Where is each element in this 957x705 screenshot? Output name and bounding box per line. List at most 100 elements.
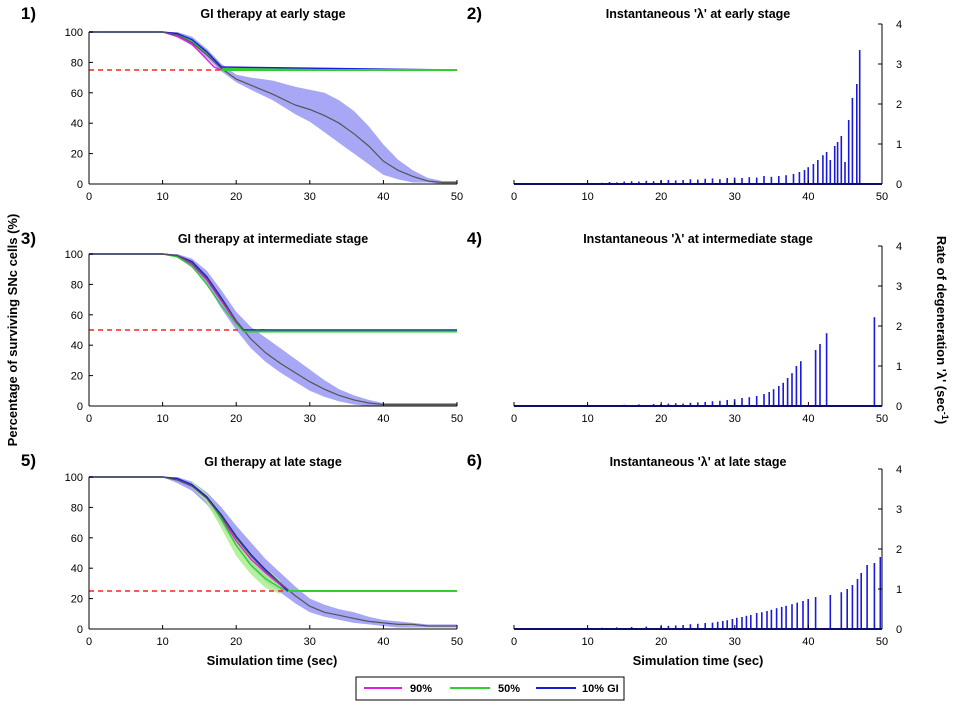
y-tick-label-3-1: 20	[71, 371, 83, 383]
lambda-bar-2-36	[833, 146, 836, 184]
x-axis-label-left: Simulation time (sec)	[207, 653, 338, 668]
panel-4: 4) Instantaneous 'λ' at intermediate stag…	[467, 229, 902, 425]
lambda-bar-6-19	[745, 615, 748, 629]
lambda-bar-2-30	[807, 167, 809, 184]
lambda-bar-6-27	[785, 605, 787, 629]
y-tick-label-2-1: 1	[896, 139, 902, 151]
x-tick-label-1-5: 50	[451, 191, 463, 203]
lambda-bar-6-34	[840, 592, 843, 629]
panel-label-3: 3)	[21, 229, 36, 248]
x-axis-label-right: Simulation time (sec)	[633, 653, 764, 668]
lambda-bar-6-29	[796, 602, 798, 629]
series-line-1-1	[89, 31, 458, 71]
x-tick-label-3-2: 20	[230, 413, 242, 425]
lambda-bar-2-18	[726, 178, 728, 184]
lambda-bar-2-15	[704, 178, 706, 184]
y-tick-label-2-2: 2	[896, 99, 902, 111]
y-tick-label-5-1: 20	[71, 594, 83, 606]
x-tick-label-5-2: 20	[230, 636, 242, 648]
lambda-bar-4-24	[786, 378, 789, 406]
lambda-bar-6-4	[645, 626, 648, 629]
x-tick-label-4-3: 30	[729, 413, 741, 425]
lambda-bar-6-6	[667, 625, 670, 629]
lambda-bar-2-24	[770, 176, 773, 184]
y-tick-label-2-4: 4	[896, 19, 902, 31]
y-tick-label-2-3: 3	[896, 59, 902, 71]
lambda-bar-2-38	[840, 136, 843, 184]
y-tick-label-1-3: 60	[71, 88, 83, 100]
panel-title-2: Instantaneous 'λ' at early stage	[606, 7, 791, 21]
panel-label-6: 6)	[467, 451, 482, 470]
y-tick-label-1-2: 40	[71, 118, 83, 130]
sd-band-1	[89, 32, 457, 184]
panel-title-3: GI therapy at intermediate stage	[178, 232, 368, 246]
y-tick-label-3-3: 60	[71, 310, 83, 322]
lambda-bar-2-35	[829, 160, 832, 184]
lambda-bar-6-22	[761, 612, 763, 629]
x-tick-label-2-3: 30	[729, 191, 741, 203]
lambda-bar-2-23	[763, 176, 765, 184]
series-line-3-0	[89, 253, 457, 333]
y-tick-label-4-3: 3	[896, 281, 902, 293]
x-tick-label-2-4: 40	[802, 191, 814, 203]
x-tick-label-3-4: 40	[377, 413, 389, 425]
lambda-bar-2-28	[798, 172, 801, 184]
lambda-bar-4-14	[726, 400, 728, 406]
lambda-bar-2-14	[697, 179, 699, 184]
lambda-bar-2-21	[748, 177, 751, 184]
lambda-bar-6-23	[766, 611, 768, 629]
y-tick-label-3-2: 40	[71, 340, 83, 352]
right-y-axis-label-end: )	[934, 420, 949, 424]
y-tick-label-4-1: 1	[896, 361, 902, 373]
lambda-bar-4-13	[719, 400, 721, 406]
lambda-bar-4-26	[795, 366, 798, 406]
lambda-bar-2-37	[836, 142, 839, 184]
y-tick-label-6-1: 1	[896, 584, 902, 596]
lambda-bar-2-25	[778, 176, 780, 184]
series-line-3-2	[89, 253, 457, 331]
x-tick-label-6-2: 20	[655, 636, 667, 648]
lambda-bar-6-17	[736, 617, 738, 629]
lambda-bar-6-33	[829, 595, 832, 629]
lambda-bar-4-7	[674, 403, 677, 406]
x-tick-label-3-3: 30	[304, 413, 316, 425]
lambda-bar-2-7	[645, 180, 648, 184]
lambda-bar-2-22	[755, 177, 758, 184]
x-tick-label-5-0: 0	[86, 636, 92, 648]
lambda-bar-2-8	[652, 181, 655, 184]
lambda-bar-2-43	[858, 50, 861, 184]
y-tick-label-6-2: 2	[896, 544, 902, 556]
lambda-bar-2-11	[674, 180, 677, 184]
panel-5: 5) GI therapy at late stage 0 10 20 30 40 50 0 20…	[21, 451, 463, 648]
lambda-bar-6-8	[682, 625, 684, 629]
x-tick-label-3-0: 0	[86, 413, 92, 425]
lambda-bar-2-27	[792, 174, 795, 184]
lambda-bar-2-41	[851, 98, 854, 184]
lambda-bar-4-10	[697, 402, 699, 406]
lambda-bar-6-7	[674, 625, 677, 629]
y-tick-label-5-0: 0	[77, 624, 83, 636]
lambda-bar-6-13	[716, 621, 719, 629]
x-tick-label-3-1: 10	[156, 413, 168, 425]
x-tick-label-2-0: 0	[511, 191, 517, 203]
lambda-bar-6-25	[775, 608, 778, 629]
x-tick-label-6-3: 30	[729, 636, 741, 648]
lambda-bar-2-33	[822, 155, 824, 184]
lambda-bar-2-26	[785, 175, 787, 184]
lambda-bar-4-30	[825, 333, 828, 406]
lambda-bar-2-17	[719, 179, 721, 184]
sd-band-5	[89, 477, 457, 628]
panel-title-6: Instantaneous 'λ' at late stage	[610, 455, 787, 469]
y-tick-label-2-0: 0	[896, 179, 902, 191]
lambda-bar-4-11	[704, 402, 706, 406]
mean-line-5	[89, 476, 457, 627]
x-tick-label-6-5: 50	[876, 636, 888, 648]
y-tick-label-6-0: 0	[896, 624, 902, 636]
mean-line-1	[89, 31, 457, 184]
y-tick-label-1-4: 80	[71, 57, 83, 69]
panel-3: 3) GI therapy at intermediate stage 0 10 20 3…	[21, 229, 463, 425]
lambda-bar-6-9	[689, 624, 692, 629]
lambda-bar-6-38	[860, 573, 862, 629]
